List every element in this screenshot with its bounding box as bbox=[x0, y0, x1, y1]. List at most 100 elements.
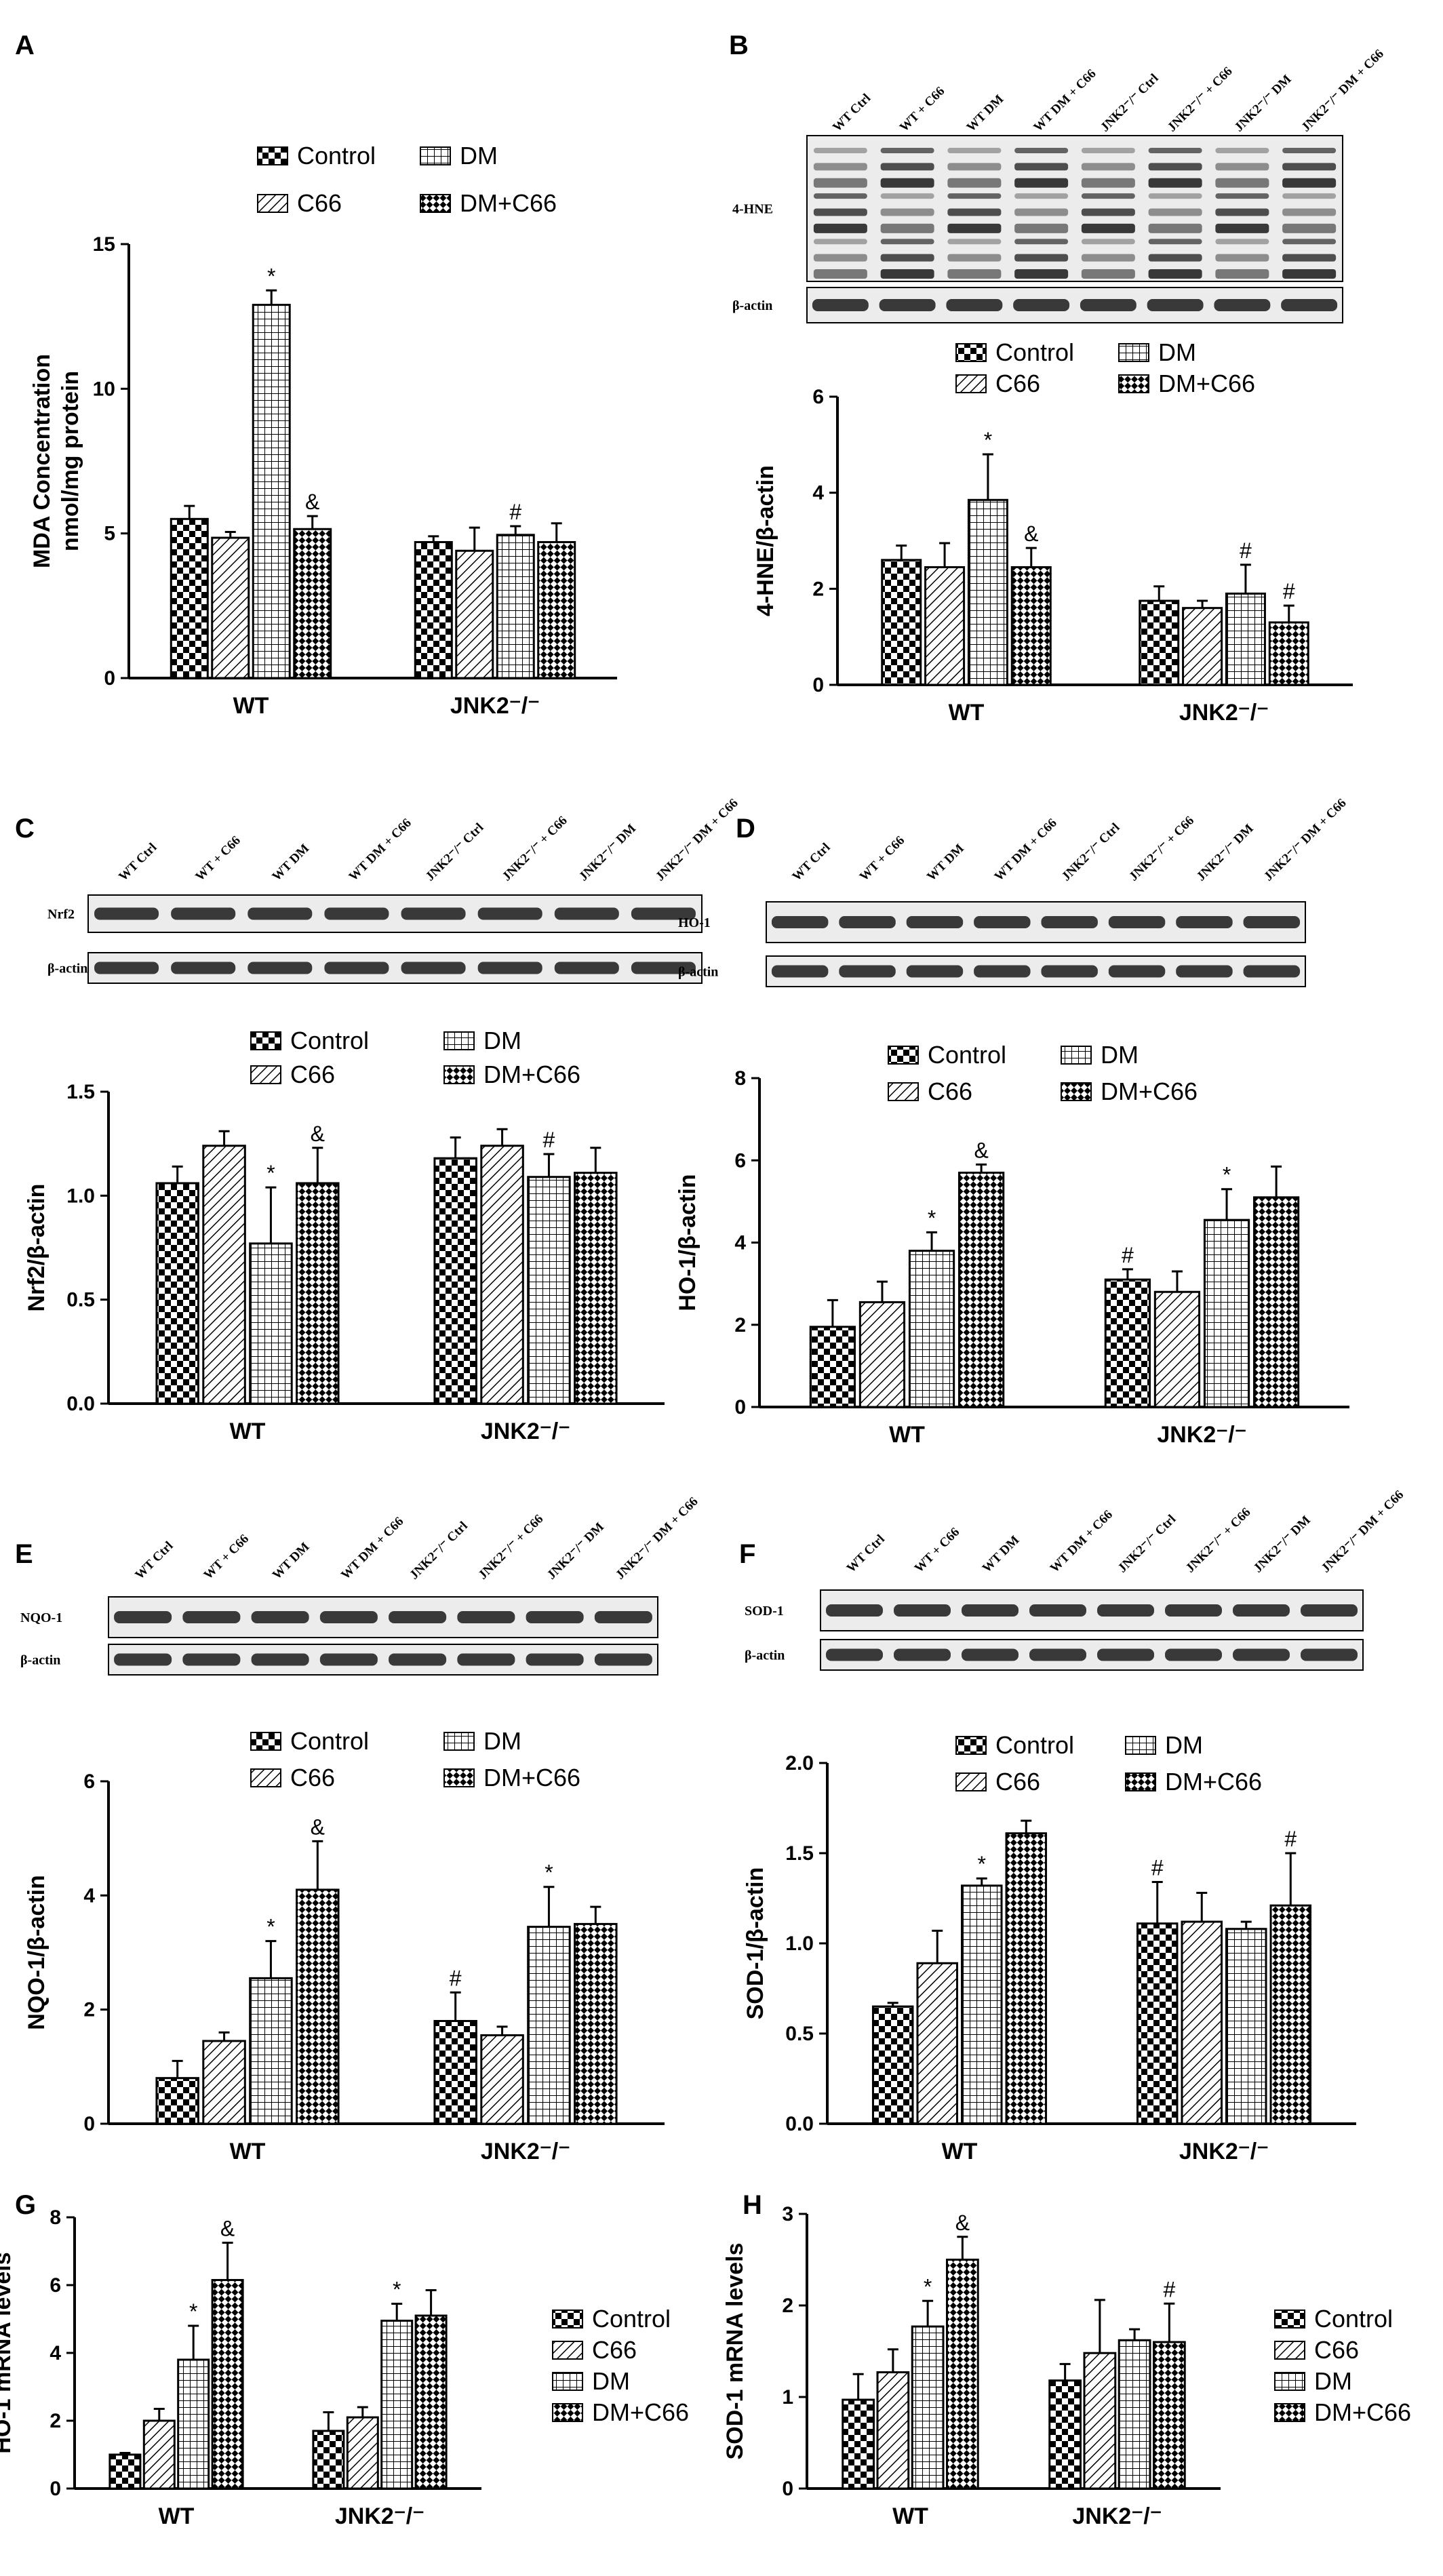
bar bbox=[433, 1157, 477, 1405]
bar bbox=[202, 1145, 246, 1405]
lane-label: JNK2⁻/⁻ Ctrl bbox=[1115, 1512, 1179, 1576]
legend-swatch bbox=[1125, 1772, 1156, 1791]
y-tick-label: 4 bbox=[734, 1232, 746, 1254]
blot-band bbox=[813, 269, 867, 279]
legend-label: DM bbox=[1101, 1041, 1139, 1069]
y-axis-label: HO-1 mRNA levels bbox=[0, 2252, 16, 2453]
bar bbox=[108, 2453, 142, 2490]
legend-swatch bbox=[955, 1736, 987, 1755]
blot-band bbox=[457, 1653, 515, 1666]
blot-band bbox=[813, 239, 867, 245]
blot-band bbox=[526, 1653, 584, 1666]
legend-label: Control bbox=[290, 1027, 369, 1054]
blot-band bbox=[1081, 269, 1135, 279]
legend-label: DM+C66 bbox=[483, 1061, 580, 1088]
blot-band bbox=[1081, 208, 1135, 216]
y-axis-label: SOD-1/β-actin bbox=[743, 1867, 768, 2020]
lane-label: WT DM bbox=[980, 1533, 1023, 1576]
lane-label: WT + C66 bbox=[193, 833, 243, 884]
bar bbox=[924, 566, 966, 686]
y-axis-label: SOD-1 mRNA levels bbox=[722, 2243, 748, 2460]
blot-band bbox=[1029, 1648, 1086, 1661]
blot-band bbox=[1233, 1648, 1290, 1661]
legend-swatch bbox=[552, 2372, 583, 2391]
blot-band bbox=[813, 148, 867, 153]
bar bbox=[211, 2279, 244, 2490]
legend-swatch bbox=[1118, 343, 1149, 362]
significance-mark: * bbox=[984, 428, 992, 452]
bar bbox=[346, 2416, 379, 2490]
blot-band bbox=[879, 299, 936, 311]
significance-mark: * bbox=[978, 1852, 986, 1876]
legend-label: Control bbox=[1314, 2305, 1393, 2333]
legend-label: Control bbox=[297, 142, 376, 170]
y-tick-label: 8 bbox=[734, 1067, 746, 1090]
blot-band bbox=[1165, 1648, 1222, 1661]
blot-band bbox=[324, 907, 389, 920]
bar bbox=[380, 2320, 414, 2490]
significance-mark: # bbox=[1163, 2277, 1175, 2301]
bar bbox=[911, 2325, 945, 2490]
blot-row-label: SOD-1 bbox=[745, 1604, 784, 1619]
blot-band bbox=[906, 965, 964, 978]
y-tick-label: 4 bbox=[812, 482, 824, 504]
bar bbox=[967, 498, 1008, 686]
blot-band bbox=[171, 962, 236, 974]
lane-label: JNK2⁻/⁻ DM + C66 bbox=[613, 1494, 701, 1583]
bar bbox=[170, 517, 209, 679]
significance-mark: * bbox=[924, 2274, 932, 2299]
panel-letter-f: F bbox=[739, 1539, 755, 1569]
lane-label: JNK2⁻/⁻ Ctrl bbox=[407, 1519, 471, 1583]
bar bbox=[1139, 599, 1180, 686]
x-category-label: JNK2⁻/⁻ bbox=[481, 2139, 570, 2164]
y-tick-label: 1.0 bbox=[66, 1185, 95, 1207]
blot-band bbox=[906, 916, 964, 928]
legend-label: C66 bbox=[297, 189, 342, 217]
bar bbox=[249, 1977, 293, 2125]
bar bbox=[296, 1182, 340, 1405]
legend-swatch bbox=[420, 146, 451, 165]
blot-band bbox=[947, 178, 1002, 188]
legend: Control C66 DM DM+C66 bbox=[552, 2305, 689, 2426]
lane-label: JNK2⁻/⁻ Ctrl bbox=[1059, 820, 1123, 884]
bar bbox=[252, 304, 291, 679]
significance-mark: & bbox=[311, 1122, 325, 1146]
legend-swatch bbox=[552, 2341, 583, 2360]
blot-frame bbox=[108, 1596, 658, 1638]
bar bbox=[155, 1182, 199, 1405]
blot-band bbox=[839, 965, 896, 978]
y-axis-label: MDA Concentration bbox=[29, 354, 55, 568]
y-axis-label: nmol/mg protein bbox=[58, 371, 83, 551]
legend-label: DM bbox=[1314, 2367, 1352, 2395]
legend-swatch bbox=[443, 1065, 475, 1084]
blot-band bbox=[248, 962, 313, 974]
chart-d: 0 2 4 6 8 HO-1/β-actin * & WT # * JNK2⁻/⁻ Control C66… bbox=[675, 1041, 1349, 1448]
bar bbox=[1152, 2341, 1186, 2490]
blot-band bbox=[1176, 916, 1233, 928]
lane-label: JNK2⁻/⁻ + C66 bbox=[500, 814, 570, 884]
panel-letter-g: G bbox=[15, 2190, 36, 2220]
significance-mark: & bbox=[1024, 521, 1038, 546]
blot-band bbox=[319, 1653, 378, 1666]
blot-band bbox=[974, 916, 1031, 928]
blot-band bbox=[813, 254, 867, 262]
blot-band bbox=[251, 1611, 309, 1623]
y-tick-label: 2 bbox=[782, 2295, 793, 2317]
blot-band bbox=[894, 1648, 951, 1661]
bar bbox=[881, 559, 922, 686]
blot-band bbox=[880, 148, 934, 153]
blot-band bbox=[171, 907, 236, 920]
blot-band bbox=[880, 193, 934, 199]
bar bbox=[1104, 1278, 1151, 1408]
chart-a: 0 5 10 15 MDA Concentration nmol/mg protein * &… bbox=[29, 142, 617, 719]
blot-band bbox=[1215, 163, 1269, 171]
significance-mark: & bbox=[974, 1138, 988, 1162]
bar bbox=[1225, 1928, 1267, 2125]
legend-label: DM bbox=[592, 2367, 630, 2395]
blot-band bbox=[477, 962, 542, 974]
blot-band bbox=[248, 907, 313, 920]
legend-label: DM+C66 bbox=[1314, 2398, 1411, 2426]
blot-band bbox=[813, 178, 867, 188]
bar bbox=[1136, 1922, 1179, 2125]
